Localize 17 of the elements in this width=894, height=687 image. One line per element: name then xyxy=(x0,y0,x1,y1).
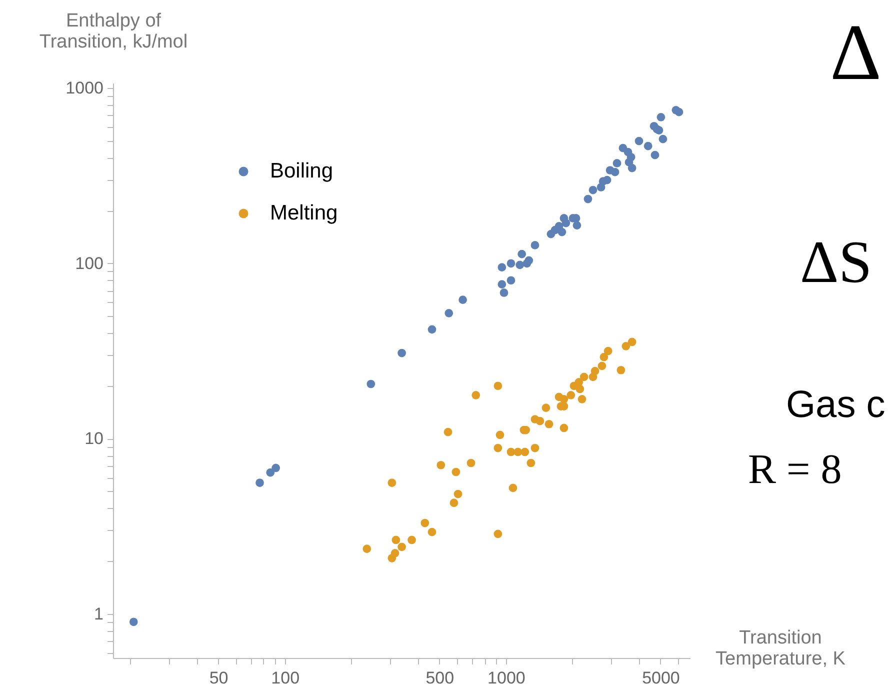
legend-label: Melting xyxy=(270,202,338,224)
y-tick-label: 100 xyxy=(75,254,104,273)
x-tick-label: 500 xyxy=(426,668,454,687)
y-tick-label: 1 xyxy=(94,604,104,624)
text: Δ xyxy=(830,8,882,99)
x-tick-label: 5000 xyxy=(642,668,680,687)
x-tick-label: 50 xyxy=(209,668,228,687)
x-axis-title: Transition Temperature, K xyxy=(716,628,846,670)
x-tick-label: 100 xyxy=(271,668,300,687)
x-tick-label: 1000 xyxy=(488,668,526,687)
y-tick-label: 10 xyxy=(84,429,104,448)
y-tick-label: 1000 xyxy=(66,78,104,98)
text: Gas c xyxy=(786,384,886,427)
legend-label: Boiling xyxy=(270,160,334,182)
text: R = 8 xyxy=(748,446,842,494)
text: ΔS xyxy=(800,228,872,297)
y-axis-title: Enthalpy of Transition, kJ/mol xyxy=(39,10,188,52)
